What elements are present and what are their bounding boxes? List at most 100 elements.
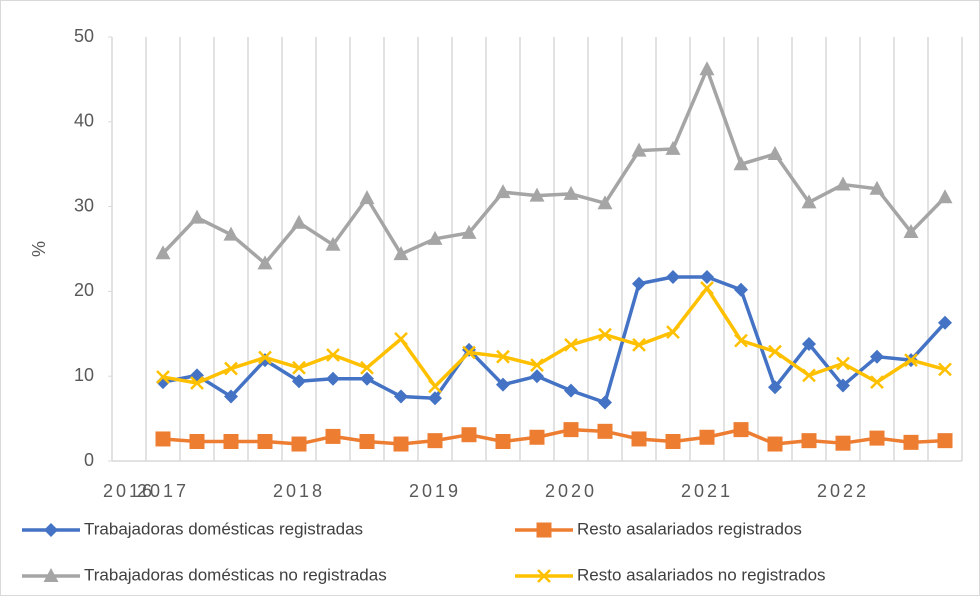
marker: [938, 315, 952, 330]
marker: [937, 189, 953, 204]
marker: [292, 374, 306, 389]
y-tick-label: 10: [74, 365, 94, 385]
legend-label: Resto asalariados registrados: [577, 519, 802, 538]
marker: [733, 156, 749, 171]
marker: [496, 349, 510, 364]
marker: [291, 436, 307, 452]
x-tick-label: 2018: [273, 481, 325, 501]
legend-label: Resto asalariados no registrados: [577, 565, 826, 584]
marker: [393, 246, 409, 261]
legend-item: Trabajadoras domésticas registradas: [22, 519, 363, 538]
y-tick-label: 40: [74, 111, 94, 131]
marker: [597, 195, 613, 210]
marker: [394, 389, 408, 404]
marker: [836, 378, 850, 393]
marker: [394, 332, 408, 346]
marker: [869, 180, 885, 195]
marker: [665, 140, 681, 155]
marker: [734, 282, 748, 297]
marker: [427, 433, 443, 449]
marker: [835, 435, 851, 451]
marker: [461, 427, 477, 443]
y-tick-label: 0: [84, 450, 94, 470]
marker: [700, 269, 714, 284]
x-tick-label: 2017: [137, 481, 189, 501]
marker: [224, 389, 238, 404]
marker: [870, 375, 884, 390]
marker: [44, 523, 58, 537]
marker: [325, 428, 341, 444]
marker: [189, 209, 205, 224]
marker: [427, 230, 443, 245]
x-tick-label: 2019: [409, 481, 461, 501]
marker: [462, 345, 476, 360]
marker: [257, 255, 273, 270]
marker: [733, 422, 749, 438]
marker: [666, 269, 680, 284]
marker: [869, 430, 885, 446]
legend-item: Resto asalariados no registrados: [515, 565, 826, 584]
marker: [359, 433, 375, 449]
marker: [326, 371, 340, 386]
series-line: [162, 286, 946, 389]
marker: [631, 142, 647, 157]
marker: [258, 353, 272, 368]
marker: [598, 395, 612, 410]
marker: [292, 360, 306, 375]
marker: [870, 349, 884, 364]
y-tick-label: 30: [74, 195, 94, 215]
series-line: [161, 67, 947, 266]
marker: [734, 333, 748, 348]
marker: [360, 371, 374, 386]
marker: [461, 224, 477, 239]
marker: [257, 433, 273, 449]
marker: [802, 336, 816, 351]
marker: [835, 176, 851, 191]
marker: [631, 431, 647, 447]
marker: [598, 327, 612, 342]
marker: [190, 376, 204, 390]
marker: [700, 281, 714, 295]
marker: [223, 226, 239, 241]
marker: [563, 185, 579, 200]
marker: [325, 236, 341, 251]
marker: [530, 369, 544, 384]
marker: [536, 522, 552, 538]
marker: [903, 224, 919, 239]
marker: [359, 190, 375, 205]
marker: [529, 429, 545, 445]
legend-label: Trabajadoras domésticas registradas: [84, 519, 363, 538]
legend-item: Resto asalariados registrados: [515, 519, 802, 538]
marker: [563, 422, 579, 438]
marker: [495, 433, 511, 449]
marker: [291, 214, 307, 229]
marker: [428, 391, 442, 406]
x-tick-label: 2020: [545, 481, 597, 501]
marker: [801, 433, 817, 449]
marker: [801, 194, 817, 209]
marker: [564, 383, 578, 398]
marker: [156, 370, 170, 384]
marker: [496, 377, 510, 392]
x-tick-label: 2021: [681, 481, 733, 501]
marker: [223, 433, 239, 449]
marker: [43, 568, 59, 582]
marker: [937, 433, 953, 449]
marker: [258, 350, 272, 365]
y-axis-label: %: [29, 241, 49, 257]
marker: [938, 362, 952, 377]
marker: [189, 433, 205, 449]
marker: [155, 245, 171, 260]
x-tick-label: 2022: [817, 481, 869, 501]
y-tick-label: 50: [74, 26, 94, 46]
legend-item: Trabajadoras domésticas no registradas: [22, 565, 387, 584]
marker: [632, 276, 646, 291]
marker: [393, 436, 409, 452]
marker: [767, 436, 783, 452]
marker: [767, 146, 783, 161]
series-line: [162, 275, 947, 405]
marker: [699, 61, 715, 76]
marker: [530, 358, 544, 373]
